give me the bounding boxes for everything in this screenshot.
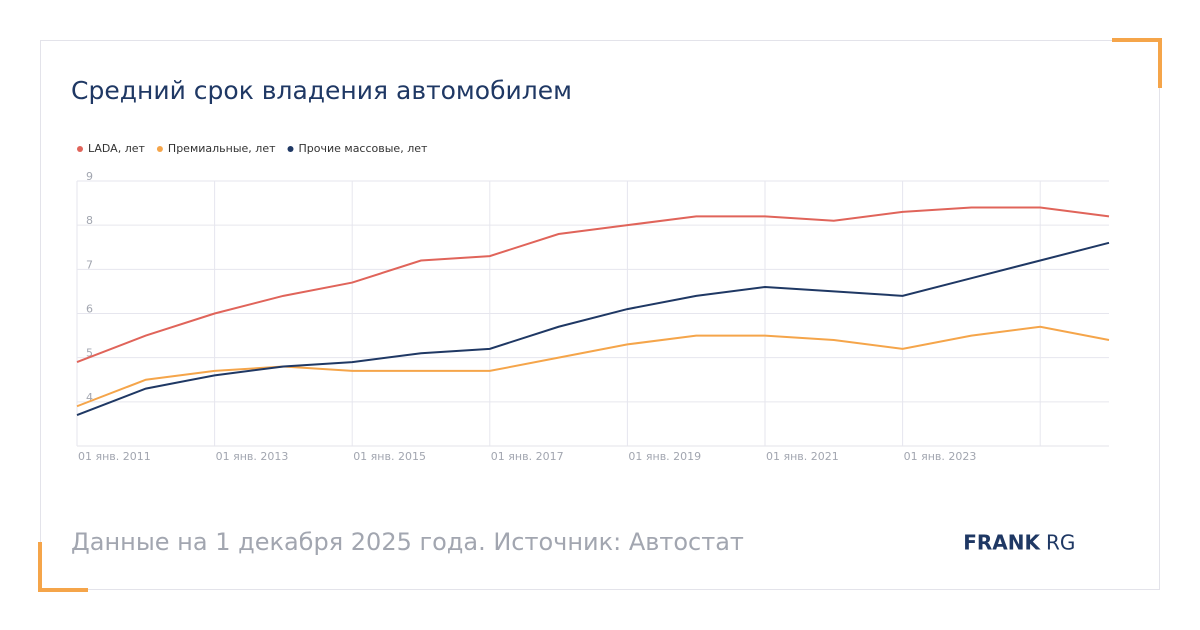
x-tick-label: 01 янв. 2023: [904, 450, 977, 463]
line: [76, 241, 1110, 417]
x-tick-label: 01 янв. 2015: [353, 450, 426, 463]
card: [40, 40, 1160, 590]
x-tick-label: 01 янв. 2019: [628, 450, 701, 463]
legend-label: LADA, лет: [88, 142, 145, 155]
corner: [38, 542, 88, 592]
logo: RG: [1046, 531, 1075, 555]
y-tick-label: 5: [86, 347, 93, 360]
y-tick-label: 8: [86, 214, 93, 227]
line: [76, 206, 1110, 364]
legend-label: Прочие массовые, лет: [299, 142, 428, 155]
x-tick-label: 01 янв. 2021: [766, 450, 839, 463]
y-tick-label: 9: [86, 170, 93, 183]
y-tick-label: 4: [86, 391, 93, 404]
x-tick-label: 01 янв. 2017: [491, 450, 564, 463]
chart-title: Средний срок владения автомобилем: [71, 76, 572, 105]
legend-marker: [77, 146, 83, 152]
y-tick-label: 7: [86, 258, 93, 271]
y-tick-label: 6: [86, 303, 93, 316]
source: Данные на 1 декабря 2025 года. Источник:…: [71, 528, 744, 556]
x-tick-label: 01 янв. 2013: [216, 450, 289, 463]
legend-marker: [156, 146, 163, 152]
legend-label: Премиальные, лет: [168, 142, 276, 155]
logo: FRANK: [963, 531, 1041, 555]
x-tick-label: 01 янв. 2011: [78, 450, 151, 463]
legend-marker: [287, 146, 294, 152]
corner: [1112, 38, 1162, 88]
line: [76, 325, 1110, 408]
